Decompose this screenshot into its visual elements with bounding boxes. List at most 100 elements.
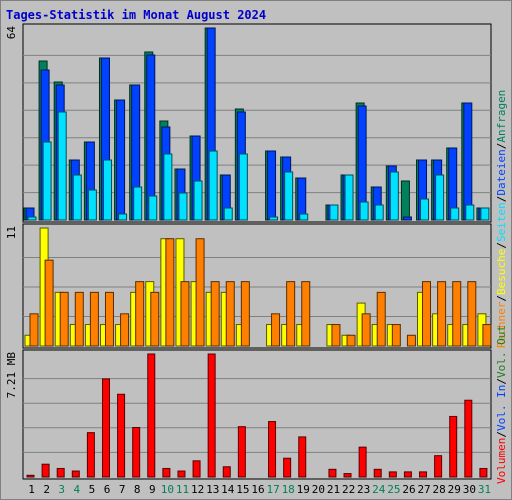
bar-volume-volumen-day-12 bbox=[192, 460, 201, 478]
day-label-13: 13 bbox=[206, 483, 219, 496]
bar-volume-volumen-day-15 bbox=[237, 426, 246, 478]
bar-visits-sites-rechner-day-8 bbox=[135, 281, 145, 347]
bar-visits-sites-rechner-day-9 bbox=[150, 291, 160, 347]
bar-hits-files-pages-seiten-day-22 bbox=[344, 174, 354, 221]
bar-volume-volumen-day-14 bbox=[222, 466, 231, 478]
bar-volume-volumen-day-2 bbox=[41, 463, 50, 478]
bar-volume-volumen-day-18 bbox=[283, 457, 292, 478]
bar-volume-volumen-day-1 bbox=[26, 474, 35, 478]
bar-volume-volumen-day-11 bbox=[177, 470, 186, 478]
bar-hits-files-pages-seiten-day-30 bbox=[465, 204, 475, 221]
day-label-2: 2 bbox=[43, 483, 50, 496]
bar-hits-files-pages-seiten-day-4 bbox=[72, 174, 82, 221]
day-label-26: 26 bbox=[402, 483, 415, 496]
bar-visits-sites-rechner-day-25 bbox=[391, 324, 401, 347]
bar-hits-files-pages-dateien-day-7 bbox=[116, 99, 126, 221]
day-label-29: 29 bbox=[448, 483, 461, 496]
day-label-17: 17 bbox=[266, 483, 279, 496]
day-label-1: 1 bbox=[28, 483, 35, 496]
bar-visits-sites-rechner-day-3 bbox=[59, 291, 69, 347]
bar-volume-volumen-day-25 bbox=[388, 471, 397, 478]
day-label-6: 6 bbox=[104, 483, 111, 496]
bar-visits-sites-rechner-day-28 bbox=[437, 281, 447, 347]
bar-volume-volumen-day-24 bbox=[373, 468, 382, 478]
bar-hits-files-pages-seiten-day-8 bbox=[133, 186, 143, 221]
bar-volume-volumen-day-17 bbox=[268, 421, 277, 478]
bar-visits-sites-rechner-day-26 bbox=[406, 334, 416, 347]
day-label-14: 14 bbox=[221, 483, 235, 496]
bar-volume-volumen-day-22 bbox=[343, 473, 352, 478]
day-label-4: 4 bbox=[74, 483, 81, 496]
bar-hits-files-pages-seiten-day-28 bbox=[435, 174, 445, 221]
bar-hits-files-pages-seiten-day-31 bbox=[480, 207, 490, 221]
bar-volume-volumen-day-21 bbox=[328, 468, 337, 478]
bar-hits-files-pages-dateien-day-17 bbox=[267, 150, 277, 221]
bar-hits-files-pages-seiten-day-15 bbox=[238, 153, 248, 221]
legend-bottom: Volumen/Vol. In/Vol. Out bbox=[495, 325, 508, 484]
bar-visits-sites-rechner-day-31 bbox=[482, 324, 492, 347]
ymax-label-hits-files-pages: 64 bbox=[5, 26, 18, 40]
bar-volume-volumen-day-19 bbox=[298, 436, 307, 478]
day-label-30: 30 bbox=[463, 483, 476, 496]
day-label-18: 18 bbox=[282, 483, 295, 496]
bar-hits-files-pages-seiten-day-5 bbox=[87, 189, 97, 221]
bar-hits-files-pages-seiten-day-1 bbox=[27, 216, 37, 221]
day-label-10: 10 bbox=[161, 483, 174, 496]
bar-hits-files-pages-seiten-day-27 bbox=[420, 198, 430, 221]
bar-hits-files-pages-seiten-day-10 bbox=[163, 153, 173, 221]
ymax-label-volume: 7.21 MB bbox=[5, 352, 18, 399]
bar-visits-sites-rechner-day-5 bbox=[89, 291, 99, 347]
day-label-23: 23 bbox=[357, 483, 370, 496]
day-label-16: 16 bbox=[251, 483, 264, 496]
day-label-12: 12 bbox=[191, 483, 204, 496]
bar-hits-files-pages-seiten-day-18 bbox=[284, 171, 294, 221]
day-label-19: 19 bbox=[297, 483, 310, 496]
bar-volume-volumen-day-5 bbox=[86, 432, 95, 478]
bar-hits-files-pages-seiten-day-11 bbox=[178, 192, 188, 221]
bar-volume-volumen-day-26 bbox=[403, 471, 412, 478]
day-label-9: 9 bbox=[149, 483, 156, 496]
day-label-3: 3 bbox=[58, 483, 65, 496]
bar-visits-sites-rechner-day-22 bbox=[346, 334, 356, 347]
day-label-8: 8 bbox=[134, 483, 141, 496]
bar-hits-files-pages-dateien-day-30 bbox=[463, 102, 473, 221]
bar-volume-volumen-day-27 bbox=[419, 471, 428, 478]
page-title: Tages-Statistik im Monat August 2024 bbox=[6, 8, 267, 22]
bar-volume-volumen-day-8 bbox=[132, 427, 141, 478]
bar-visits-sites-rechner-day-11 bbox=[180, 281, 190, 347]
bar-visits-sites-rechner-day-24 bbox=[376, 291, 386, 347]
bar-hits-files-pages-anfragen-day-26 bbox=[400, 180, 410, 221]
bar-visits-sites-rechner-day-30 bbox=[467, 281, 477, 347]
day-label-27: 27 bbox=[417, 483, 430, 496]
legend-top: Rechner/Besuche/Seiten/Dateien/Anfragen bbox=[495, 90, 508, 348]
bar-visits-sites-rechner-day-18 bbox=[286, 281, 296, 347]
bar-visits-sites-rechner-day-14 bbox=[225, 281, 235, 347]
bar-volume-volumen-day-31 bbox=[479, 467, 488, 478]
day-label-5: 5 bbox=[89, 483, 96, 496]
bar-volume-volumen-day-4 bbox=[71, 470, 80, 478]
bar-visits-sites-rechner-day-7 bbox=[120, 313, 130, 347]
bar-hits-files-pages-seiten-day-3 bbox=[57, 111, 67, 221]
bar-volume-volumen-day-7 bbox=[117, 393, 126, 478]
bar-hits-files-pages-seiten-day-9 bbox=[148, 195, 158, 221]
day-label-31: 31 bbox=[478, 483, 491, 496]
bar-visits-sites-rechner-day-6 bbox=[104, 291, 114, 347]
bar-hits-files-pages-seiten-day-23 bbox=[359, 201, 369, 221]
bar-visits-sites-rechner-day-29 bbox=[452, 281, 462, 347]
bar-visits-sites-rechner-day-1 bbox=[29, 313, 39, 347]
bar-hits-files-pages-seiten-day-2 bbox=[42, 141, 52, 221]
bar-volume-volumen-day-23 bbox=[358, 446, 367, 478]
bar-hits-files-pages-seiten-day-13 bbox=[208, 150, 218, 221]
bar-visits-sites-rechner-day-23 bbox=[361, 313, 371, 347]
bar-hits-files-pages-seiten-day-24 bbox=[374, 204, 384, 221]
day-label-20: 20 bbox=[312, 483, 325, 496]
bar-volume-volumen-day-6 bbox=[101, 378, 110, 478]
bar-hits-files-pages-seiten-day-29 bbox=[450, 207, 460, 221]
bar-visits-sites-rechner-day-17 bbox=[271, 313, 281, 347]
bar-volume-volumen-day-13 bbox=[207, 353, 216, 478]
bar-hits-files-pages-dateien-day-9 bbox=[146, 54, 156, 221]
day-label-21: 21 bbox=[327, 483, 340, 496]
day-label-7: 7 bbox=[119, 483, 126, 496]
bar-visits-sites-rechner-day-12 bbox=[195, 238, 205, 347]
